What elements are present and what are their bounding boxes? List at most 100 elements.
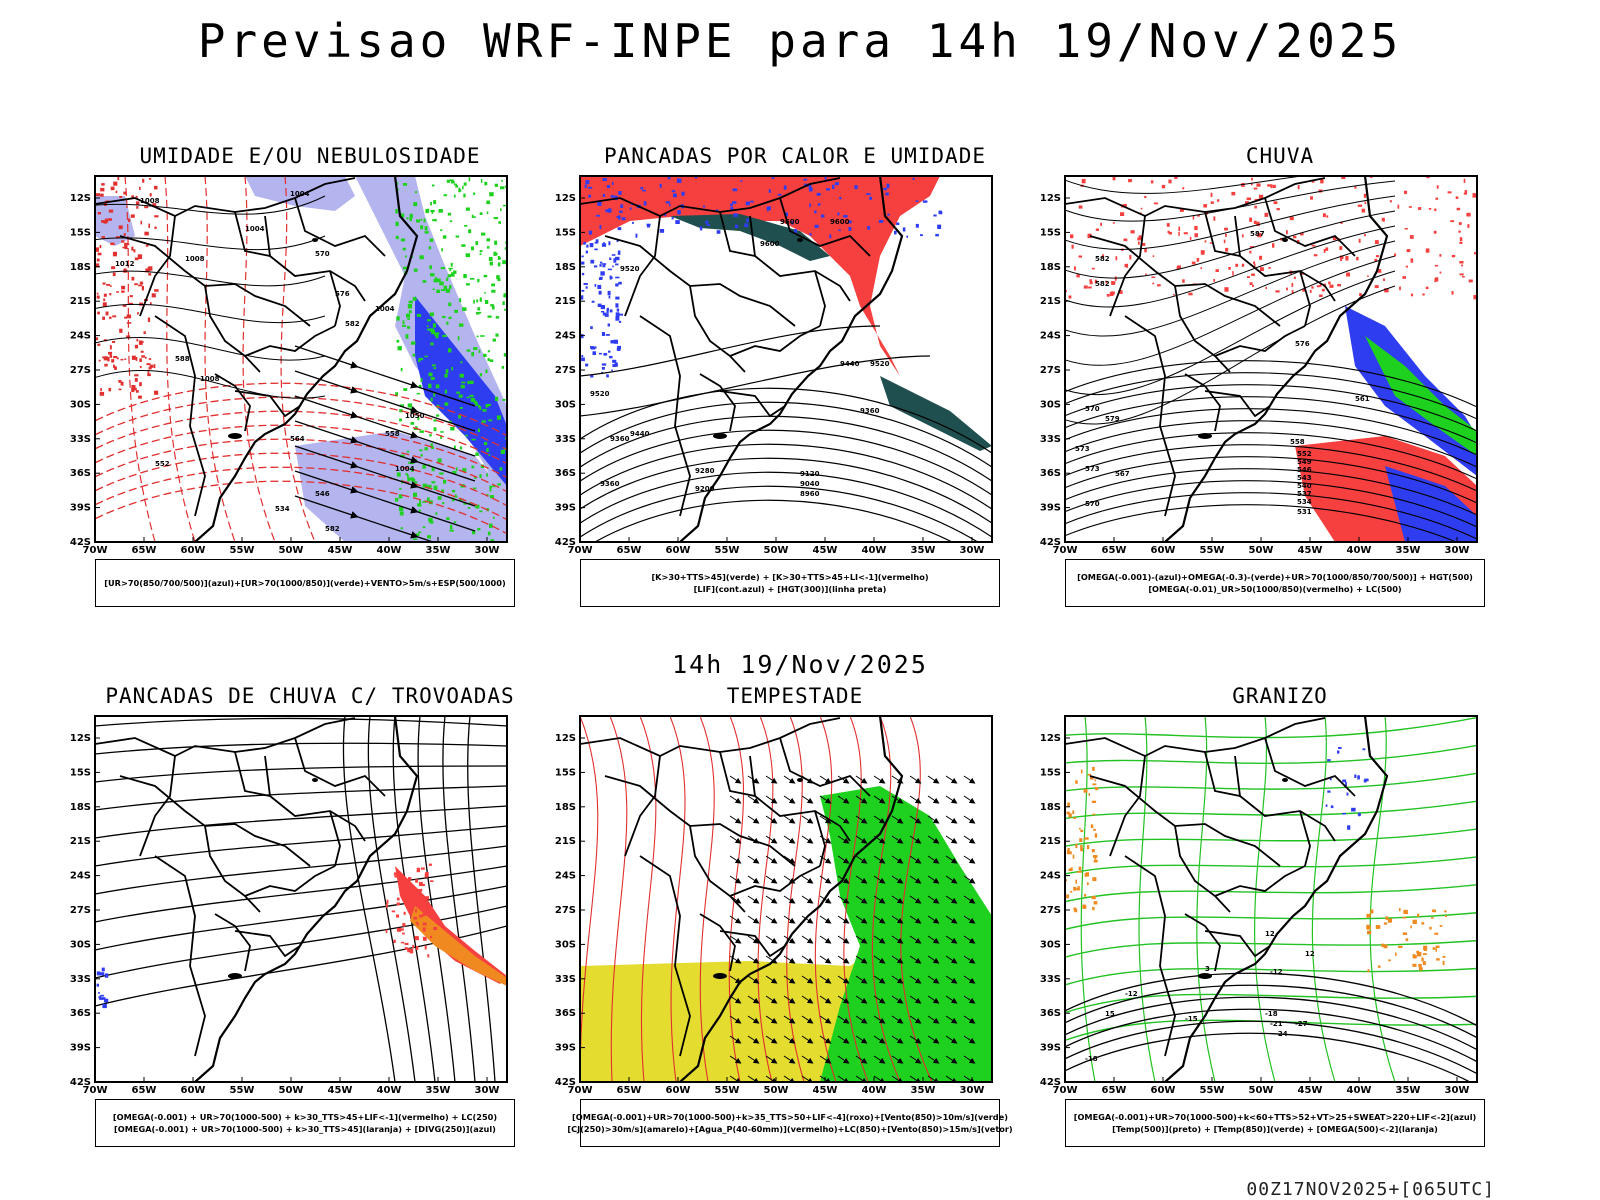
humidity-low-speck: [459, 407, 463, 409]
rain-speck-red: [1406, 249, 1411, 253]
wind-vector: [801, 995, 814, 1004]
state-border: [1204, 930, 1271, 958]
storm-speck: [428, 863, 432, 866]
humidity-low-speck: [471, 214, 474, 218]
humidity-low-speck: [479, 212, 483, 215]
humidity-low-speck: [443, 285, 447, 290]
humidity-low-speck: [430, 202, 432, 206]
contour-label: 9600: [760, 240, 780, 248]
humidity-low-speck: [467, 507, 471, 509]
lon-tick-label: 60W: [666, 545, 691, 556]
wind-speck: [148, 366, 152, 370]
humidity-low-speck: [494, 240, 498, 245]
rain-speck-red: [1183, 232, 1188, 235]
rain-speck-red: [1435, 277, 1439, 282]
wind-vector: [945, 855, 958, 864]
rain-speck-red: [1361, 208, 1366, 213]
rain-speck-red: [1259, 255, 1263, 260]
rain-speck-red: [1210, 201, 1214, 204]
humidity-low-speck: [397, 346, 402, 351]
temp850-line: [1080, 716, 1096, 1082]
humidity-low-speck: [473, 400, 477, 404]
wind-speck: [139, 382, 142, 387]
humidity-low-speck: [449, 285, 452, 289]
rain-speck-red: [1311, 244, 1316, 247]
humidity-low-speck: [425, 208, 428, 214]
storm-speck: [409, 948, 414, 954]
rain-speck-red: [1120, 212, 1125, 216]
wind-vector: [783, 855, 796, 864]
humidity-low-speck: [462, 468, 467, 472]
contour-label: 549: [1297, 458, 1312, 466]
state-border: [779, 197, 871, 257]
rain-speck-red: [1210, 192, 1213, 198]
lif-speck: [615, 303, 619, 308]
humidity-low-speck: [414, 191, 418, 193]
wind-speck: [120, 358, 124, 361]
humidity-low-speck: [449, 220, 453, 222]
omega-speck: [1088, 793, 1090, 796]
humidity-low-speck: [431, 481, 436, 484]
humidity-low-speck: [483, 442, 488, 446]
streamline: [95, 765, 507, 783]
state-border: [214, 373, 251, 432]
rain-speck-red: [1468, 279, 1473, 283]
contour-line: [1065, 432, 1477, 480]
storm-speck: [430, 880, 434, 882]
wind-vector: [783, 1055, 796, 1064]
wind-vector: [909, 895, 922, 904]
wind-speck: [123, 191, 127, 195]
wind-vector: [729, 1035, 742, 1044]
wind-speck: [124, 242, 128, 247]
humidity-low-speck: [418, 531, 422, 534]
wind-speck: [135, 195, 138, 199]
rain-speck-red: [1405, 265, 1408, 268]
rain-speck-red: [1451, 291, 1454, 295]
lake: [1282, 778, 1288, 782]
wind-vector: [837, 935, 850, 944]
lif-speck: [750, 200, 754, 203]
lif-speck: [602, 193, 606, 197]
humidity-low-speck: [448, 302, 452, 307]
lif-speck: [588, 194, 592, 198]
rain-speck-red: [1389, 200, 1392, 203]
humidity-low-speck: [440, 431, 444, 433]
coastline: [679, 176, 904, 542]
wind-speck: [121, 285, 126, 290]
storm-speck: [403, 911, 406, 915]
lif-speck: [606, 307, 609, 311]
wind-speck: [131, 195, 134, 198]
lon-tick-label: 55W: [230, 1085, 255, 1096]
humidity-low-speck: [471, 438, 476, 441]
omega-speck: [1442, 955, 1446, 958]
coastline: [194, 716, 419, 1082]
contour-line: [580, 485, 979, 542]
humidity-low-speck: [406, 450, 410, 453]
rain-speck-red: [1286, 230, 1288, 235]
contour-label: -15: [1185, 1015, 1198, 1023]
wind-vector: [873, 775, 886, 784]
rain-speck-red: [1254, 205, 1257, 209]
wind-speck: [128, 218, 131, 222]
lon-tick-label: 35W: [911, 545, 936, 556]
wind-vector: [963, 1055, 976, 1064]
lat-tick-label: 27S: [70, 905, 91, 916]
rain-speck-red: [1461, 264, 1463, 267]
wind-speck: [102, 316, 105, 320]
map-content: [580, 716, 992, 1082]
wind-speck: [112, 341, 116, 343]
lat-tick-label: 21S: [555, 836, 576, 847]
hail-speck: [1354, 774, 1357, 778]
rain-speck-red: [1363, 193, 1367, 198]
state-border: [719, 930, 786, 958]
humidity-low-speck: [448, 348, 452, 353]
map-frame: [1064, 175, 1478, 543]
wind-speck: [103, 220, 108, 224]
map-frame: [579, 175, 993, 543]
rain-speck-red: [1251, 273, 1255, 276]
humidity-low-speck: [451, 499, 455, 502]
map-frame: [1064, 715, 1478, 1083]
wind-vector: [801, 795, 814, 804]
wind-vector: [909, 875, 922, 884]
storm-speck: [433, 927, 438, 930]
